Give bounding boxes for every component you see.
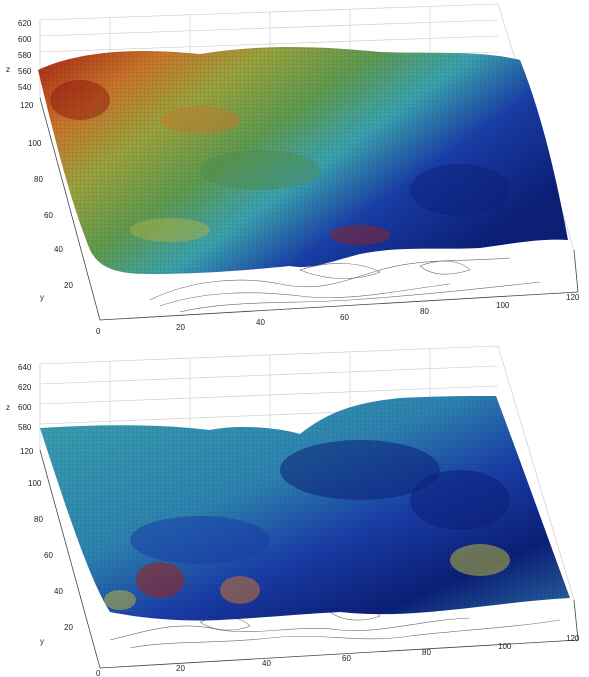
- plot2-mesh: [40, 396, 570, 621]
- plot2-x-tick-60: 60: [342, 654, 351, 663]
- plot2-x-tick-20: 20: [176, 664, 185, 673]
- plot1-x-tick-80: 80: [420, 307, 429, 316]
- plot1-contours: [149, 257, 541, 313]
- plot1-relief: [50, 80, 510, 245]
- plot2-x-tick-40: 40: [262, 659, 271, 668]
- plot2-z-label: z: [6, 403, 10, 412]
- plot1-x-tick-0: 0: [96, 327, 101, 336]
- plot2-x-tick-100: 100: [498, 642, 512, 651]
- plot2-relief: [104, 440, 510, 610]
- plot1-z-tick-560: 560: [18, 67, 32, 76]
- plot1-x-tick-20: 20: [176, 323, 185, 332]
- plot2-y-tick-120: 120: [20, 447, 34, 456]
- plot2-x-tick-0: 0: [96, 669, 101, 677]
- plot1-z-tick-620: 620: [18, 19, 32, 28]
- plot1-y-tick-60: 60: [44, 211, 53, 220]
- plot1-y-tick-20: 20: [64, 281, 73, 290]
- surface-plot-1: 620 600 580 560 540 z 120 100 80 60 40 2…: [6, 3, 580, 336]
- plot1-axes: [39, 97, 579, 321]
- plot2-x-tick-120: 120: [566, 634, 580, 643]
- plot1-z-label: z: [6, 65, 10, 74]
- plot1-x-tick-120: 120: [566, 293, 580, 302]
- plot1-z-tick-580: 580: [18, 51, 32, 60]
- plot2-y-tick-20: 20: [64, 623, 73, 632]
- plot2-z-tick-640: 640: [18, 363, 32, 372]
- plot1-y-tick-80: 80: [34, 175, 43, 184]
- surface-plot-2: 640 620 600 580 z 120 100 80 60 40 20 y …: [6, 345, 580, 677]
- plot1-z-tick-540: 540: [18, 83, 32, 92]
- plot1-x-tick-40: 40: [256, 318, 265, 327]
- plot1-y-tick-100: 100: [28, 139, 42, 148]
- plot2-y-tick-40: 40: [54, 587, 63, 596]
- plot2-z-tick-580: 580: [18, 423, 32, 432]
- plot1-z-tick-600: 600: [18, 35, 32, 44]
- plot2-z-tick-620: 620: [18, 383, 32, 392]
- plot1-x-tick-100: 100: [496, 301, 510, 310]
- plot1-y-label: y: [40, 293, 44, 302]
- plot2-y-tick-80: 80: [34, 515, 43, 524]
- plot2-y-tick-60: 60: [44, 551, 53, 560]
- plot2-y-tick-100: 100: [28, 479, 42, 488]
- plot2-z-tick-600: 600: [18, 403, 32, 412]
- plot2-x-tick-80: 80: [422, 648, 431, 657]
- plot2-y-label: y: [40, 637, 44, 646]
- plot1-mesh: [38, 47, 568, 274]
- plot1-y-tick-120: 120: [20, 101, 34, 110]
- plot2-axes: [39, 449, 579, 669]
- plot1-y-tick-40: 40: [54, 245, 63, 254]
- plot2-grid: [39, 345, 575, 601]
- plot1-x-tick-60: 60: [340, 313, 349, 322]
